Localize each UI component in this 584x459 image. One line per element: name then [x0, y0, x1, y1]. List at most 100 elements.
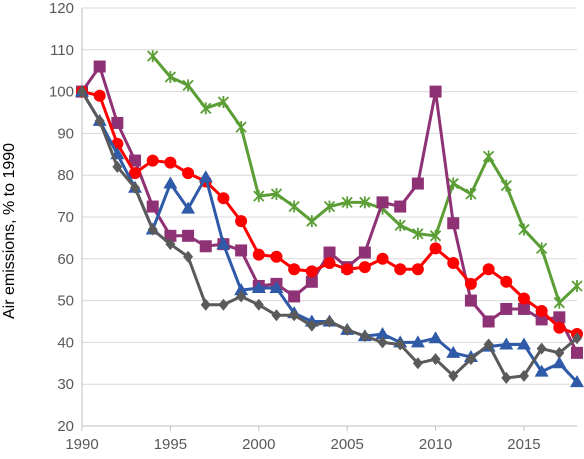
data-point-circle — [464, 277, 477, 290]
data-point-diamond — [306, 319, 317, 332]
data-point-diamond — [218, 298, 229, 311]
gridlines — [82, 7, 577, 385]
data-point-star — [217, 96, 230, 109]
data-point-circle — [341, 263, 354, 276]
data-point-square — [182, 229, 195, 242]
data-point-circle — [129, 167, 142, 180]
data-point-diamond — [395, 338, 406, 351]
data-point-star — [200, 102, 212, 115]
data-point-circle — [323, 256, 336, 269]
y-tick-label: 110 — [50, 42, 74, 59]
y-tick-label: 120 — [49, 0, 74, 17]
data-point-star — [235, 121, 247, 134]
data-point-square — [358, 246, 371, 259]
y-tick-label: 20 — [57, 418, 74, 435]
x-tick-label: 2015 — [507, 436, 540, 453]
axes — [81, 8, 577, 431]
data-point-diamond — [412, 357, 423, 370]
y-tick-label: 100 — [49, 84, 74, 101]
data-point-square — [394, 200, 407, 213]
data-point-star — [447, 177, 459, 190]
data-point-circle — [235, 215, 248, 228]
data-point-triangle — [446, 345, 461, 358]
data-point-square — [305, 275, 318, 288]
data-point-triangle — [410, 335, 425, 348]
data-point-diamond — [324, 315, 335, 328]
data-point-star — [553, 296, 565, 309]
data-point-triangle — [516, 337, 531, 350]
y-tick-label: 70 — [57, 209, 74, 226]
x-tick-label: 2000 — [242, 436, 275, 453]
data-point-diamond — [501, 371, 512, 384]
data-point-star — [341, 196, 353, 209]
data-point-diamond — [518, 369, 529, 382]
y-tick-label: 80 — [57, 167, 74, 184]
data-point-diamond — [200, 298, 211, 311]
data-point-square — [376, 196, 389, 209]
data-point-square — [411, 177, 424, 190]
data-point-diamond — [94, 114, 105, 127]
y-tick-label: 50 — [57, 293, 74, 310]
data-point-square — [535, 313, 548, 326]
data-point-circle — [500, 275, 513, 288]
data-point-star — [323, 200, 336, 213]
y-tick-label: 60 — [57, 251, 74, 268]
data-point-circle — [288, 263, 301, 276]
data-point-triangle — [499, 337, 514, 350]
data-point-square — [288, 290, 301, 303]
data-point-diamond — [183, 250, 194, 263]
data-point-square — [93, 60, 106, 73]
data-point-star — [288, 200, 300, 213]
data-point-star — [429, 229, 442, 242]
x-tick-label: 1990 — [65, 436, 98, 453]
series-5 — [77, 85, 582, 384]
data-point-square — [553, 311, 566, 324]
data-point-circle — [164, 156, 177, 169]
data-point-star — [482, 150, 495, 163]
data-point-square — [146, 200, 159, 213]
data-point-star — [465, 188, 477, 201]
data-point-circle — [93, 89, 106, 102]
data-point-diamond — [130, 181, 141, 194]
data-point-diamond — [165, 238, 176, 251]
data-point-square — [199, 240, 212, 253]
data-point-triangle — [181, 201, 196, 214]
data-point-circle — [146, 154, 159, 167]
data-point-star — [147, 50, 159, 63]
data-point-diamond — [359, 330, 370, 343]
data-point-square — [129, 154, 142, 167]
data-point-triangle — [534, 364, 549, 377]
data-point-diamond — [253, 298, 264, 311]
data-point-triangle — [375, 327, 390, 340]
data-point-circle — [182, 167, 195, 180]
data-point-diamond — [554, 346, 565, 359]
data-point-circle — [447, 256, 460, 269]
y-tick-label: 40 — [57, 334, 74, 351]
data-point-diamond — [430, 353, 441, 366]
data-point-diamond — [342, 323, 353, 336]
data-point-star — [253, 190, 265, 203]
series-3 — [76, 85, 583, 341]
data-point-square — [447, 217, 460, 230]
data-point-diamond — [271, 309, 282, 322]
data-point-circle — [394, 263, 407, 276]
data-point-circle — [553, 321, 566, 334]
series-line — [80, 90, 579, 384]
x-tick-labels: 1990 1995 2000 2005 2010 2015 — [65, 436, 540, 453]
data-point-diamond — [448, 369, 459, 382]
data-point-circle — [270, 250, 283, 263]
data-point-square — [500, 302, 513, 315]
data-point-triangle — [251, 281, 266, 294]
data-point-diamond — [236, 290, 247, 303]
data-point-circle — [535, 305, 548, 318]
data-point-star — [571, 279, 583, 292]
data-point-diamond — [465, 353, 476, 366]
data-point-circle — [429, 242, 442, 255]
data-point-diamond — [147, 223, 158, 236]
data-point-star — [412, 227, 424, 240]
data-point-star — [359, 196, 371, 209]
data-point-circle — [482, 263, 495, 276]
series-4 — [75, 84, 584, 388]
data-point-diamond — [483, 338, 494, 351]
